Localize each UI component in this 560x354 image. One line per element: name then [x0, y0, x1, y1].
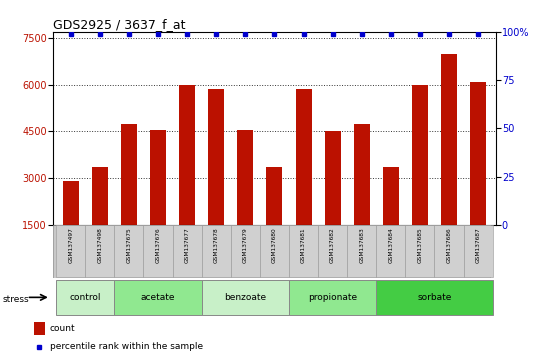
- Text: propionate: propionate: [308, 293, 357, 302]
- Bar: [237, 130, 253, 225]
- Bar: [150, 130, 166, 225]
- Text: GSM137497: GSM137497: [68, 227, 73, 263]
- Bar: [267, 167, 282, 225]
- Text: GSM137683: GSM137683: [359, 227, 364, 263]
- Bar: [114, 280, 202, 315]
- Bar: [289, 280, 376, 315]
- Bar: [208, 90, 224, 225]
- Bar: [464, 225, 493, 278]
- Bar: [318, 225, 347, 278]
- Text: GSM137686: GSM137686: [446, 227, 451, 263]
- Bar: [470, 82, 486, 225]
- Text: acetate: acetate: [141, 293, 175, 302]
- Bar: [172, 225, 202, 278]
- Bar: [114, 225, 143, 278]
- Bar: [179, 85, 195, 225]
- Bar: [376, 225, 405, 278]
- Bar: [296, 90, 311, 225]
- Bar: [260, 225, 289, 278]
- Bar: [63, 181, 78, 225]
- Bar: [405, 225, 435, 278]
- Text: GSM137687: GSM137687: [475, 227, 480, 263]
- Bar: [289, 225, 318, 278]
- Bar: [143, 225, 172, 278]
- Bar: [85, 225, 114, 278]
- Text: GSM137680: GSM137680: [272, 227, 277, 263]
- Bar: [92, 167, 108, 225]
- Text: benzoate: benzoate: [224, 293, 267, 302]
- Text: GSM137679: GSM137679: [243, 227, 248, 263]
- Text: GSM137678: GSM137678: [214, 227, 219, 263]
- Text: GSM137684: GSM137684: [388, 227, 393, 263]
- Text: sorbate: sorbate: [417, 293, 452, 302]
- Bar: [121, 124, 137, 225]
- Text: stress: stress: [3, 295, 30, 304]
- Bar: [56, 280, 114, 315]
- Text: GSM137498: GSM137498: [97, 227, 102, 263]
- Text: GSM137677: GSM137677: [185, 227, 190, 263]
- Text: GSM137676: GSM137676: [156, 227, 161, 263]
- Text: count: count: [50, 324, 76, 333]
- Bar: [376, 280, 493, 315]
- Bar: [202, 280, 289, 315]
- Bar: [435, 225, 464, 278]
- Bar: [56, 225, 85, 278]
- Bar: [354, 124, 370, 225]
- Bar: [231, 225, 260, 278]
- Text: percentile rank within the sample: percentile rank within the sample: [50, 342, 203, 352]
- Bar: [412, 85, 428, 225]
- Bar: [383, 167, 399, 225]
- Bar: [441, 54, 457, 225]
- Text: GSM137675: GSM137675: [127, 227, 132, 263]
- Text: GSM137682: GSM137682: [330, 227, 335, 263]
- Bar: [202, 225, 231, 278]
- Text: GDS2925 / 3637_f_at: GDS2925 / 3637_f_at: [53, 18, 186, 31]
- Bar: [34, 322, 45, 335]
- Bar: [347, 225, 376, 278]
- Text: control: control: [69, 293, 101, 302]
- Bar: [325, 131, 340, 225]
- Text: GSM137681: GSM137681: [301, 227, 306, 263]
- Text: GSM137685: GSM137685: [417, 227, 422, 263]
